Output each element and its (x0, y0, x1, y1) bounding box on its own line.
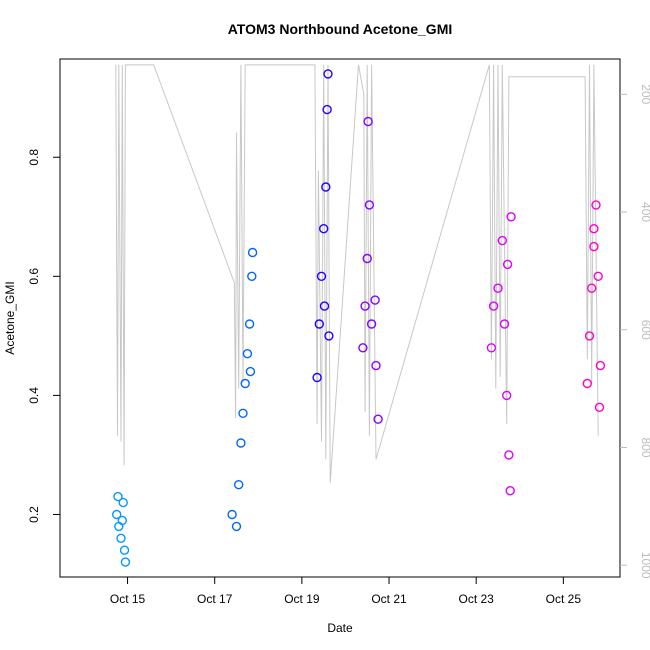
data-point-s5-0 (582, 378, 592, 389)
data-point-s4-7 (505, 486, 515, 496)
data-point-s0-7 (119, 545, 130, 555)
data-point-s3-0 (358, 343, 368, 353)
data-point-s2-2 (316, 271, 327, 281)
data-point-s0-6 (117, 515, 128, 526)
data-point-s0-2 (116, 533, 126, 543)
data-point-s3-8 (370, 295, 380, 305)
data-point-s3-1 (360, 301, 370, 311)
data-point-s5-4 (591, 200, 601, 210)
data-point-s4-3 (497, 235, 507, 246)
data-point-s3-4 (363, 116, 373, 127)
data-point-s0-5 (113, 491, 123, 502)
altitude-layer (115, 64, 599, 483)
data-point-s1-2 (233, 480, 244, 490)
data-point-s4-1 (488, 301, 499, 311)
y2-tick-label: 200 (639, 84, 650, 104)
y-axis-label: Acetone_GMI (3, 281, 17, 354)
data-point-s2-3 (319, 223, 329, 234)
x-tick-label: Oct 23 (459, 592, 495, 606)
data-point-s4-4 (499, 319, 510, 329)
x-axis-label: Date (327, 621, 353, 635)
y2-tick-label: 600 (639, 320, 650, 340)
data-point-s2-8 (324, 331, 334, 341)
data-point-s1-8 (247, 271, 257, 281)
data-point-s3-7 (373, 414, 383, 424)
data-point-s1-5 (240, 378, 250, 389)
data-point-s0-1 (114, 521, 124, 532)
x-tick-label: Oct 15 (110, 592, 146, 606)
data-point-s4-8 (506, 212, 516, 222)
data-point-s1-6 (242, 349, 253, 359)
x-tick-label: Oct 21 (371, 592, 407, 606)
data-point-s1-7 (244, 319, 255, 329)
y2-tick-label: 1000 (639, 552, 650, 579)
data-point-s1-9 (247, 247, 258, 258)
data-point-s4-5 (502, 390, 512, 401)
data-point-s3-5 (366, 319, 377, 329)
data-point-s1-1 (231, 521, 242, 532)
axes-layer: Oct 15 Oct 17 Oct 19 Oct 21 Oct 23 Oct 25 0.2 0… (27, 84, 650, 606)
data-point-s2-7 (319, 301, 330, 311)
data-point-s5-2 (587, 283, 597, 293)
data-point-s3-6 (371, 360, 381, 371)
data-point-s2-4 (321, 182, 331, 192)
data-point-s0-4 (120, 557, 131, 567)
data-point-s4-6 (504, 450, 514, 460)
data-point-s1-10 (245, 366, 256, 377)
data-point-s1-4 (238, 408, 248, 418)
y2-tick-label: 400 (639, 202, 650, 222)
data-point-s5-7 (594, 402, 605, 412)
y2-tick-label: 800 (639, 437, 650, 457)
data-point-s4-0 (486, 343, 497, 353)
data-point-s4-2 (493, 283, 503, 293)
data-point-s3-3 (364, 200, 375, 210)
chart-title: ATOM3 Northbound Acetone_GMI (228, 21, 453, 37)
data-point-s2-0 (312, 372, 322, 383)
data-point-s1-3 (236, 438, 246, 448)
y-tick-label: 0.8 (27, 149, 41, 166)
data-point-s5-6 (595, 360, 606, 371)
data-point-s5-1 (584, 331, 595, 341)
data-point-s2-6 (323, 69, 333, 79)
points-layer (111, 69, 606, 567)
data-point-s3-2 (362, 253, 372, 264)
x-tick-label: Oct 25 (546, 592, 582, 606)
altitude-line (115, 64, 599, 483)
data-point-s2-5 (322, 104, 332, 115)
data-point-s0-3 (118, 497, 128, 508)
data-point-s4-9 (502, 259, 513, 270)
data-point-s1-0 (227, 509, 237, 520)
plot-frame (59, 58, 621, 578)
y-tick-label: 0.4 (27, 387, 41, 404)
data-point-s5-8 (589, 223, 599, 234)
data-point-s5-3 (589, 241, 599, 252)
data-point-s5-5 (593, 271, 603, 281)
y-tick-label: 0.6 (27, 268, 41, 285)
y-tick-label: 0.2 (27, 506, 41, 523)
x-tick-label: Oct 17 (197, 592, 233, 606)
x-tick-label: Oct 19 (284, 592, 320, 606)
data-point-s2-1 (314, 319, 324, 329)
data-point-s0-0 (111, 509, 122, 520)
